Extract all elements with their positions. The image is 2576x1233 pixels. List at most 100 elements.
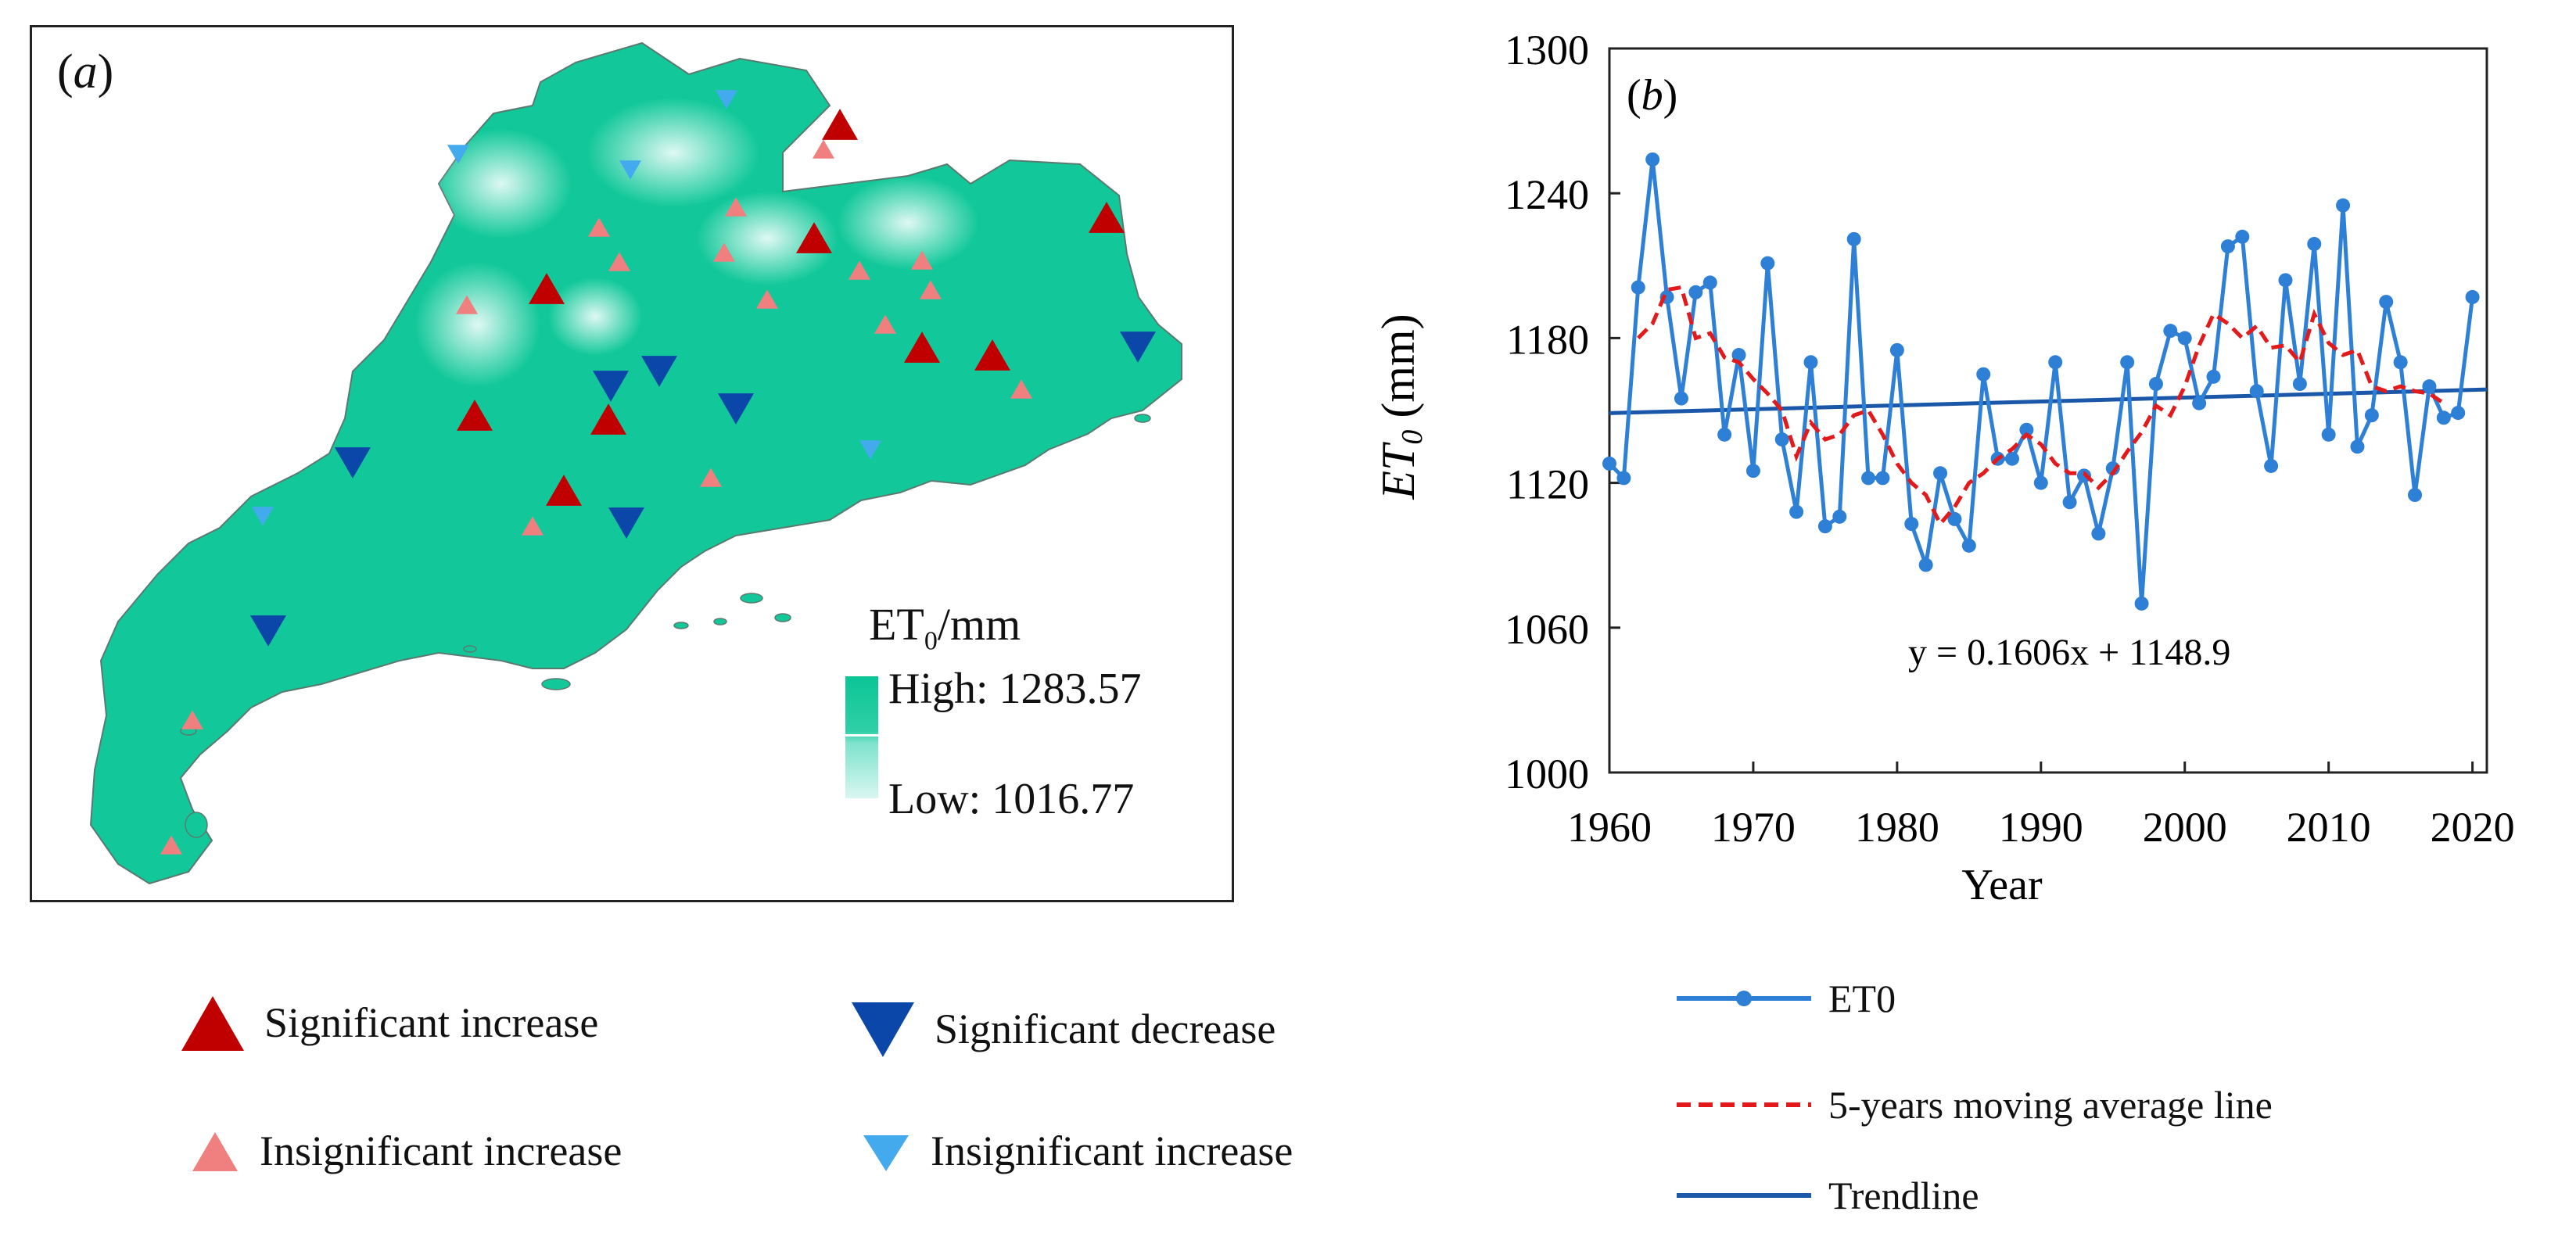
legend-insignificant-increase: Insignificant increase bbox=[188, 1126, 622, 1176]
station-insignificant-decrease bbox=[716, 90, 737, 109]
et0-point bbox=[2278, 273, 2293, 288]
legend-moving-average: 5-years moving average line bbox=[1674, 1082, 2273, 1127]
et0-series bbox=[1602, 152, 2480, 611]
station-insignificant-decrease bbox=[619, 160, 641, 180]
station-insignificant-decrease bbox=[252, 507, 274, 526]
et0-point bbox=[1889, 342, 1904, 357]
et0-point bbox=[1731, 348, 1746, 363]
station-significant-increase bbox=[974, 339, 1010, 371]
triangle-down-dark-blue-icon bbox=[852, 1002, 914, 1057]
et0-point bbox=[2393, 355, 2408, 370]
station-insignificant-increase bbox=[713, 242, 735, 262]
dashed-red-line-icon bbox=[1677, 1102, 1811, 1107]
y-axis-ticks: 1000 1060 1120 1180 1240 1300 bbox=[1505, 27, 1620, 798]
station-insignificant-increase bbox=[813, 139, 834, 159]
et0-point bbox=[2019, 422, 2034, 437]
et0-point bbox=[2350, 439, 2365, 454]
et0-point bbox=[2292, 377, 2307, 392]
et0-point bbox=[2408, 488, 2423, 503]
station-insignificant-increase bbox=[1010, 379, 1032, 399]
station-significant-increase bbox=[1089, 202, 1125, 233]
et0-point bbox=[1832, 509, 1847, 524]
station-insignificant-increase bbox=[874, 314, 896, 334]
station-insignificant-decrease bbox=[859, 440, 881, 460]
legend-insignificant-decrease: Insignificant increase bbox=[859, 1126, 1293, 1176]
et0-point bbox=[1645, 152, 1660, 167]
station-insignificant-decrease bbox=[447, 145, 469, 164]
et0-point bbox=[2422, 379, 2437, 394]
et0-point bbox=[1961, 538, 1976, 553]
station-insignificant-increase bbox=[456, 295, 478, 314]
x-axis-ticks: 1960 1970 1980 1990 2000 2010 2020 bbox=[1567, 762, 2515, 851]
legend-label: Insignificant increase bbox=[260, 1127, 622, 1174]
legend-significant-increase: Significant increase bbox=[178, 991, 598, 1054]
map-low-label: Low: 1016.77 bbox=[888, 775, 1135, 823]
et0-point bbox=[1631, 280, 1645, 295]
station-insignificant-increase bbox=[920, 280, 942, 299]
solid-dark-blue-line-icon bbox=[1677, 1193, 1811, 1198]
et0-point bbox=[2451, 406, 2466, 421]
legend-significant-decrease: Significant decrease bbox=[849, 998, 1275, 1060]
et0-point bbox=[1803, 355, 1818, 370]
et0-point bbox=[2177, 331, 2192, 346]
et0-point bbox=[1904, 517, 1919, 532]
et0-point bbox=[2062, 495, 2077, 510]
legend-label: Significant decrease bbox=[935, 1005, 1276, 1052]
y-tick-label: 1000 bbox=[1505, 751, 1589, 798]
map-panel-label: (a) bbox=[57, 45, 114, 99]
et0-point bbox=[2336, 198, 2351, 213]
et0-point bbox=[1774, 432, 1789, 447]
map-legend-title: ET0/mm bbox=[869, 599, 1021, 656]
et0-point bbox=[1933, 466, 1948, 481]
x-tick-label: 2010 bbox=[2287, 804, 2371, 851]
station-markers bbox=[160, 90, 1156, 855]
et0-point bbox=[2264, 458, 2279, 473]
et0-point bbox=[1861, 471, 1876, 486]
et0-point bbox=[2220, 239, 2235, 254]
y-tick-label: 1180 bbox=[1506, 316, 1589, 363]
et0-point bbox=[2321, 427, 2336, 442]
et0-point bbox=[2235, 229, 2250, 244]
et0-point bbox=[1976, 367, 1991, 382]
et0-point bbox=[2091, 526, 2106, 541]
legend-label: Insignificant increase bbox=[931, 1127, 1293, 1174]
et0-point bbox=[1717, 427, 1732, 442]
et0-point bbox=[2005, 451, 2020, 466]
moving-average-line bbox=[1637, 285, 2445, 528]
station-insignificant-increase bbox=[756, 289, 778, 309]
legend-label: ET0 bbox=[1828, 977, 1896, 1020]
et0-point bbox=[1789, 504, 1804, 519]
station-insignificant-increase bbox=[911, 250, 933, 270]
et0-point bbox=[1702, 275, 1717, 290]
et0-point bbox=[1674, 391, 1688, 406]
et0-point bbox=[1817, 519, 1832, 534]
et0-point bbox=[2163, 324, 2178, 339]
et0-point bbox=[2033, 475, 2048, 490]
station-insignificant-increase bbox=[849, 260, 870, 280]
legend-trendline: Trendline bbox=[1674, 1173, 1979, 1218]
triangle-up-dark-red-icon bbox=[181, 996, 244, 1051]
y-tick-label: 1120 bbox=[1506, 461, 1589, 508]
y-tick-label: 1240 bbox=[1505, 171, 1589, 218]
station-significant-increase bbox=[590, 403, 626, 435]
et0-point bbox=[2120, 355, 2135, 370]
region-map bbox=[89, 41, 1182, 885]
station-significant-decrease bbox=[335, 447, 371, 479]
legend-et0: ET0 bbox=[1674, 976, 1896, 1021]
station-significant-increase bbox=[529, 273, 565, 304]
plot-frame bbox=[1608, 47, 2488, 774]
plot-border bbox=[1608, 47, 2488, 774]
et0-point bbox=[1918, 557, 1933, 572]
et0-point bbox=[1616, 471, 1631, 486]
x-tick-label: 2000 bbox=[2143, 804, 2227, 851]
station-significant-increase bbox=[904, 332, 940, 363]
y-axis-label: ET0 (mm) bbox=[1372, 314, 1429, 500]
et0-point bbox=[1602, 456, 1616, 471]
legend-label: 5-years moving average line bbox=[1828, 1083, 2273, 1127]
station-significant-decrease bbox=[718, 393, 754, 425]
et0-point bbox=[2134, 596, 2149, 611]
station-significant-decrease bbox=[593, 371, 629, 402]
x-tick-label: 1970 bbox=[1711, 804, 1796, 851]
et0-point bbox=[2436, 410, 2451, 425]
station-insignificant-increase bbox=[700, 468, 722, 487]
